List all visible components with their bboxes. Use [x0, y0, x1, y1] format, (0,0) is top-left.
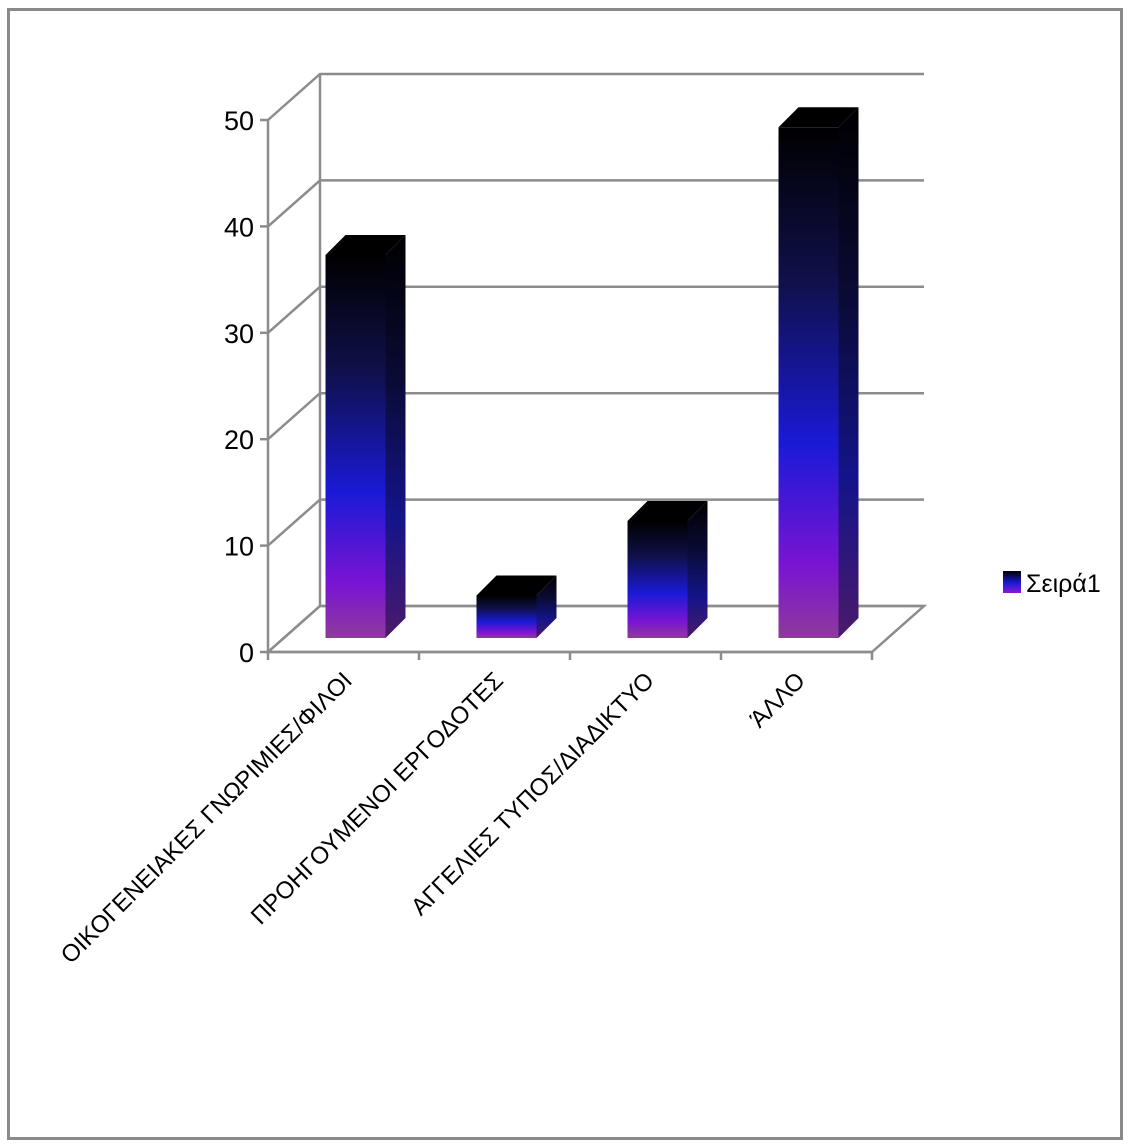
x-tick-label-2: ΑΓΓΕΛΙΕΣ ΤΥΠΟΣ/ΔΙΑΔΙΚΤΥΟ: [406, 667, 660, 921]
bar-side-3: [839, 107, 859, 638]
bar-front-2: [628, 521, 688, 638]
bar-3: [779, 107, 859, 638]
bar-side-0: [386, 235, 406, 638]
y-tick-label-20: 20: [224, 425, 254, 455]
x-tick-labels: ΟΙΚΟΓΕΝΕΙΑΚΕΣ ΓΝΩΡΙΜΙΕΣ/ΦΙΛΟΙΠΡΟΗΓΟΥΜΕΝΟ…: [56, 667, 811, 969]
y-tick-label-10: 10: [224, 532, 254, 562]
legend-label: Σειρά1: [1026, 570, 1101, 598]
x-tick-label-3: ΆΛΛΟ: [745, 667, 811, 733]
y-tick-label-30: 30: [224, 319, 254, 349]
y-tick-label-50: 50: [224, 106, 254, 136]
bar-front-0: [326, 255, 386, 638]
y-tick-labels: 0 10 20 30 40 50: [224, 106, 254, 668]
bar-side-2: [688, 501, 708, 638]
bar-0: [326, 235, 406, 638]
bar-front-1: [477, 595, 537, 638]
x-tick-label-1: ΠΡΟΗΓΟΥΜΕΝΟΙ ΕΡΓΟΔΟΤΕΣ: [246, 667, 509, 930]
bars: [326, 107, 859, 638]
y-tick-label-0: 0: [239, 638, 254, 668]
legend: Σειρά1: [1003, 570, 1101, 598]
y-tick-label-40: 40: [224, 212, 254, 242]
bar-1: [477, 575, 557, 638]
bar-2: [628, 501, 708, 638]
x-tick-label-0: ΟΙΚΟΓΕΝΕΙΑΚΕΣ ΓΝΩΡΙΜΙΕΣ/ΦΙΛΟΙ: [56, 667, 358, 969]
legend-swatch: [1003, 571, 1021, 593]
bar-front-3: [779, 127, 839, 638]
